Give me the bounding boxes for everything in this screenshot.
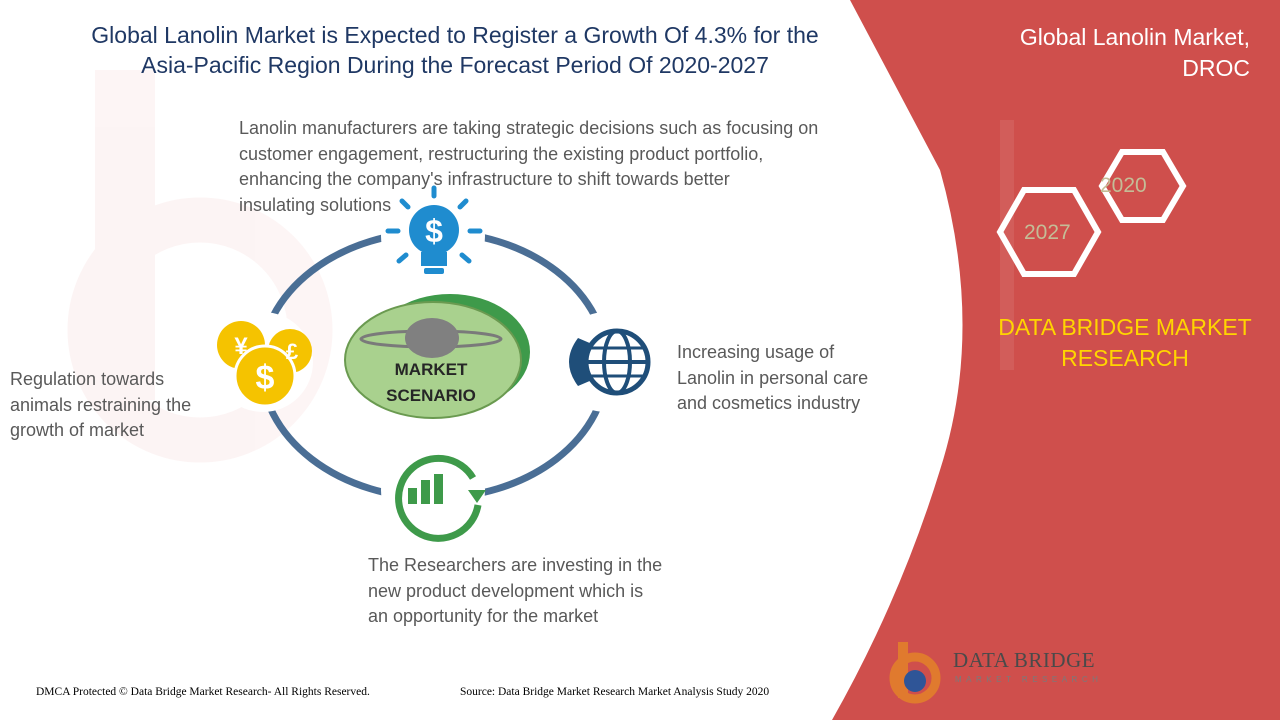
year-start-label: 2020	[1100, 174, 1147, 197]
brand-line: RESEARCH	[1061, 345, 1189, 371]
text-line: growth of market	[10, 420, 145, 440]
center-disk	[344, 301, 522, 419]
node-right-text: Increasing usage of Lanolin in personal …	[677, 340, 897, 417]
growth-chart-icon	[381, 438, 486, 542]
text-line: and cosmetics industry	[677, 393, 861, 413]
logo-name: DATA BRIDGE	[953, 648, 1096, 672]
side-title-line: Global Lanolin Market,	[1019, 24, 1250, 50]
text-line: new product development which is	[368, 580, 644, 601]
brand-line: DATA BRIDGE MARKET	[998, 314, 1252, 340]
logo-subtitle: MARKET RESEARCH	[955, 675, 1103, 684]
red-side-panel	[832, 0, 1280, 720]
lightbulb-dollar-icon: $	[381, 184, 485, 288]
text-line: Increasing usage of	[677, 342, 835, 362]
center-line: MARKET	[394, 360, 468, 379]
svg-text:£: £	[286, 339, 299, 364]
text-line: an opportunity for the market	[368, 606, 599, 626]
text-line: insulating solutions	[239, 194, 392, 215]
data-bridge-logo-icon	[889, 642, 941, 704]
title-line: Asia-Pacific Region During the Forecast …	[141, 52, 769, 78]
node-left-text: Regulation towards animals restraining t…	[10, 367, 225, 444]
node-top-text: Lanolin manufacturers are taking strateg…	[239, 116, 879, 218]
text-line: animals restraining the	[10, 394, 192, 415]
globe-phone-icon	[556, 312, 656, 412]
copyright-notice: DMCA Protected © Data Bridge Market Rese…	[36, 686, 370, 698]
page-title: Global Lanolin Market is Expected to Reg…	[40, 20, 870, 80]
text-line: Lanolin in personal care	[677, 367, 869, 388]
hexagon-2027	[996, 187, 1102, 277]
side-panel-title: Global Lanolin Market, DROC	[960, 22, 1250, 84]
center-line: SCENARIO	[386, 386, 476, 405]
hexagon-2020	[1098, 149, 1187, 223]
planet-icon	[405, 318, 459, 358]
text-line: Regulation towards	[10, 369, 165, 389]
watermark-logo	[67, 70, 333, 463]
text-line: enhancing the company's infrastructure t…	[239, 169, 730, 189]
text-line: customer engagement, restructuring the e…	[239, 143, 764, 164]
source-note: Source: Data Bridge Market Research Mark…	[460, 686, 770, 698]
center-label: MARKET SCENARIO	[351, 357, 511, 409]
svg-text:$: $	[256, 359, 275, 397]
year-end-label: 2027	[1024, 221, 1071, 244]
svg-text:$: $	[425, 213, 443, 249]
side-title-line: DROC	[1182, 55, 1250, 81]
title-line: Global Lanolin Market is Expected to Reg…	[91, 22, 819, 48]
brand-name: DATA BRIDGE MARKET RESEARCH	[975, 312, 1275, 374]
svg-text:¥: ¥	[234, 333, 248, 360]
text-line: Lanolin manufacturers are taking strateg…	[239, 118, 819, 138]
node-bottom-text: The Researchers are investing in the new…	[368, 553, 698, 630]
text-line: The Researchers are investing in the	[368, 555, 663, 575]
currency-coins-icon: ¥ £ $	[213, 312, 313, 412]
